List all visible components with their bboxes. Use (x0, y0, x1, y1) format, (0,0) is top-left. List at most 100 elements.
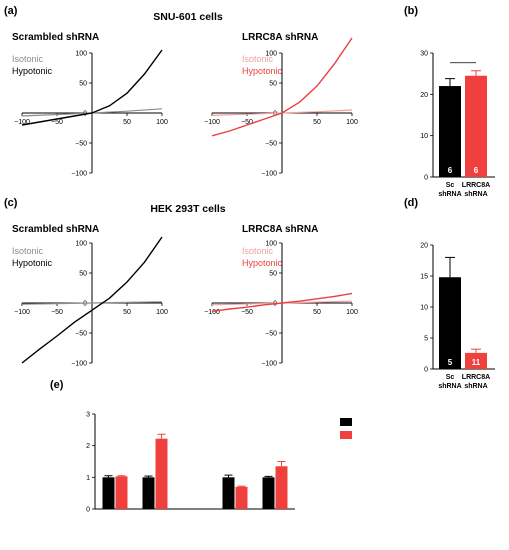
y-tick-label: 10 (420, 305, 428, 312)
bar-r10 (235, 486, 248, 509)
y-tick-label: 5 (424, 336, 428, 343)
y-tick-label: 0 (83, 301, 87, 308)
legend-a1-isotonic: Isotonic (12, 54, 44, 64)
panel-label-c: (c) (4, 197, 18, 209)
bar-snu-601 (102, 477, 115, 509)
bar-2 (465, 352, 487, 369)
bar-n-label: 6 (448, 166, 453, 175)
title-hek293t: HEK 293T cells (150, 203, 225, 215)
y-tick-label: 50 (79, 81, 87, 88)
y-tick-label: 30 (420, 51, 428, 58)
bar-r10 (155, 438, 168, 509)
x-tick-label: 100 (346, 119, 358, 126)
series-line-hypotonic (21, 49, 163, 126)
bar-2 (465, 75, 487, 177)
y-tick-label: 50 (79, 271, 87, 278)
x-tick-label: shRNA (464, 191, 487, 198)
y-tick-label: −50 (75, 331, 87, 338)
bar-snu-601 (222, 477, 235, 509)
y-tick-label: 2 (86, 443, 90, 450)
bar-snu-601 (142, 477, 155, 509)
legend-a2-hypotonic: Hypotonic (242, 66, 283, 76)
y-tick-label: 0 (424, 175, 428, 182)
y-tick-label: 20 (420, 92, 428, 99)
x-tick-label: 100 (346, 309, 358, 316)
x-tick-label: 50 (123, 309, 131, 316)
y-tick-label: 1 (86, 475, 90, 482)
y-tick-label: −100 (261, 361, 277, 368)
y-tick-label: 0 (273, 111, 277, 118)
legend-a1-hypotonic: Hypotonic (12, 66, 53, 76)
legend-swatch-r10 (340, 431, 352, 439)
x-tick-label: −50 (51, 309, 63, 316)
series-line-hypotonic (21, 236, 163, 364)
bar-r10 (275, 466, 288, 509)
y-tick-label: 15 (420, 274, 428, 281)
legend-c2-hypotonic: Hypotonic (242, 258, 283, 268)
y-tick-label: −100 (71, 171, 87, 178)
y-tick-label: 3 (86, 412, 90, 419)
y-tick-label: 100 (265, 241, 277, 248)
legend-c2-isotonic: Isotonic (242, 246, 274, 256)
x-tick-label: −100 (204, 309, 220, 316)
x-tick-label: −50 (51, 119, 63, 126)
bar-1 (439, 86, 461, 177)
title-snu601: SNU-601 cells (153, 11, 223, 23)
iv-plot-a-lrrc8a: −100 −50 50 100 −100 −50 0 50 100 (204, 37, 358, 178)
y-tick-label: −50 (265, 331, 277, 338)
bar-n-label: 6 (474, 166, 479, 175)
x-tick-label: −100 (14, 119, 30, 126)
x-tick-label: −50 (241, 119, 253, 126)
x-tick-label: 100 (156, 119, 168, 126)
bar-n-label: 11 (472, 358, 481, 367)
bar-1 (439, 277, 461, 369)
x-tick-label: Sc (446, 182, 455, 189)
panel-label-b: (b) (404, 5, 418, 17)
subtitle-a-lrrc8a: LRRC8A shRNA (242, 32, 318, 43)
bar-chart-e: 0 1 2 3 (86, 412, 352, 514)
x-tick-label: 100 (156, 309, 168, 316)
y-tick-label: 100 (265, 51, 277, 58)
bar-r10 (115, 476, 128, 509)
y-tick-label: 100 (75, 241, 87, 248)
x-tick-label: −100 (204, 119, 220, 126)
x-tick-label: shRNA (438, 191, 461, 198)
iv-plot-c-scrambled: −100 −50 50 100 −100 −50 0 50 100 (14, 236, 168, 368)
panel-label-a: (a) (4, 5, 18, 17)
bar-n-label: 5 (448, 358, 453, 367)
y-tick-label: −100 (261, 171, 277, 178)
y-tick-label: −50 (265, 141, 277, 148)
legend-c1-hypotonic: Hypotonic (12, 258, 53, 268)
subtitle-a-scrambled: Scrambled shRNA (12, 32, 99, 43)
series-line-isotonic (21, 301, 163, 305)
x-tick-label: 50 (123, 119, 131, 126)
subtitle-c-lrrc8a: LRRC8A shRNA (242, 224, 318, 235)
y-tick-label: 100 (75, 51, 87, 58)
y-tick-label: 50 (269, 81, 277, 88)
x-tick-label: shRNA (438, 383, 461, 390)
panel-label-e: (e) (50, 379, 64, 391)
x-tick-label: −50 (241, 309, 253, 316)
x-tick-label: 50 (313, 119, 321, 126)
y-tick-label: 20 (420, 243, 428, 250)
y-tick-label: −100 (71, 361, 87, 368)
x-tick-label: LRRC8A (462, 182, 490, 189)
legend-swatch-snu-601 (340, 418, 352, 426)
panel-label-d: (d) (404, 197, 418, 209)
subtitle-c-scrambled: Scrambled shRNA (12, 224, 99, 235)
series-line-hypotonic (211, 37, 353, 137)
legend-a2-isotonic: Isotonic (242, 54, 274, 64)
x-tick-label: Sc (446, 374, 455, 381)
x-tick-label: −100 (14, 309, 30, 316)
bar-snu-601 (262, 477, 275, 509)
legend-c1-isotonic: Isotonic (12, 246, 44, 256)
y-tick-label: 0 (86, 507, 90, 514)
y-tick-label: 50 (269, 271, 277, 278)
x-tick-label: LRRC8A (462, 374, 490, 381)
y-tick-label: −50 (75, 141, 87, 148)
